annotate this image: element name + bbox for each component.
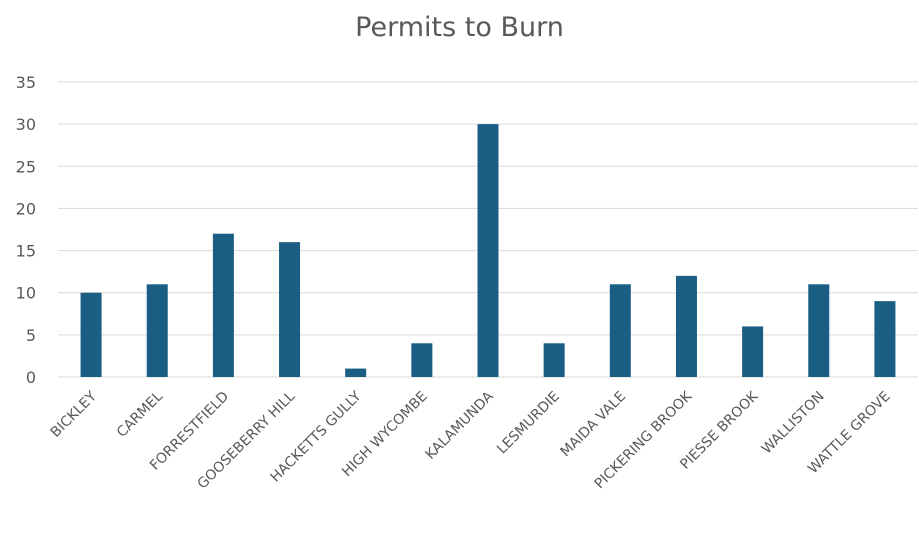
chart-title: Permits to Burn <box>355 12 564 43</box>
y-axis-ticks: 0 5 10 15 20 25 30 35 <box>16 73 36 387</box>
y-tick-label: 0 <box>26 368 36 387</box>
bar-hacketts-gully <box>345 368 367 377</box>
y-tick-label: 30 <box>16 115 36 134</box>
bar-maida-vale <box>609 284 631 377</box>
x-tick-label: LESMURDIE <box>494 389 563 458</box>
bar-gooseberry-hill <box>279 242 301 377</box>
bars <box>80 124 896 378</box>
bar-high-wycombe <box>411 343 433 377</box>
x-tick-label: CARMEL <box>114 388 166 440</box>
y-tick-label: 15 <box>16 242 36 261</box>
bar-wattle-grove <box>874 301 896 377</box>
bar-piesse-brook <box>742 326 764 377</box>
x-tick-label: WALLISTON <box>759 389 828 458</box>
x-tick-label: KALAMUNDA <box>422 388 497 463</box>
bar-lesmurdie <box>543 343 565 377</box>
bar-kalamunda <box>477 124 499 378</box>
y-tick-label: 5 <box>26 326 36 345</box>
bar-forrestfield <box>212 233 234 377</box>
y-tick-label: 35 <box>16 73 36 92</box>
x-tick-label: BICKLEY <box>48 388 101 441</box>
bar-pickering-brook <box>675 275 697 377</box>
y-tick-label: 20 <box>16 199 36 218</box>
bar-walliston <box>808 284 830 377</box>
y-tick-label: 25 <box>16 157 36 176</box>
bar-bickley <box>80 292 102 377</box>
bar-carmel <box>146 284 168 377</box>
y-tick-label: 10 <box>16 284 36 303</box>
x-tick-label: MAIDA VALE <box>558 389 630 461</box>
